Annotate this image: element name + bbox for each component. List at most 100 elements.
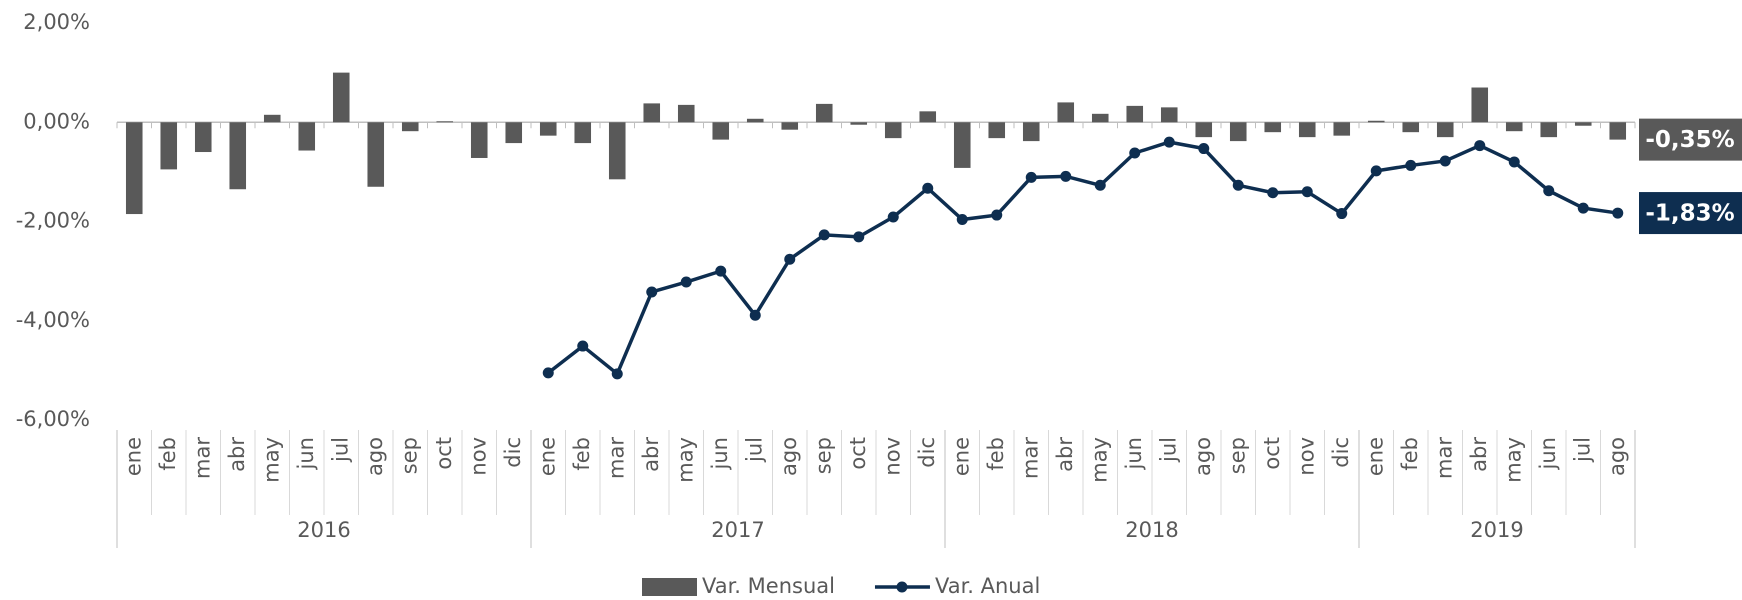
x-tick-label: may [259,437,283,483]
bar [953,122,971,168]
point [853,231,865,243]
legend-swatch [896,581,908,593]
x-tick-label: abr [1467,437,1491,472]
x-tick-label: abr [639,437,663,472]
bar [712,122,730,140]
bar [850,122,868,125]
end-label-box [1639,192,1742,235]
x-tick-label: jul [742,437,766,463]
point [991,209,1003,221]
x-tick-label: may [673,437,697,483]
x-tick-label: sep [811,437,835,474]
x-tick-label: ene [1363,437,1387,476]
bar [332,72,350,123]
bar [1195,122,1213,138]
x-tick-label: mar [1018,437,1042,479]
point [1163,136,1175,148]
bar [1057,102,1075,123]
bar [1229,122,1247,142]
x-tick-label: abr [225,437,249,472]
bar [988,122,1006,139]
bar [1298,122,1316,138]
x-tick-label: oct [846,437,870,470]
bar [1609,122,1627,140]
bar [1022,122,1040,142]
x-tick-label: ene [121,437,145,476]
x-tick-label: sep [1225,437,1249,474]
bar [1471,87,1489,123]
x-tick-label: jun [708,437,732,470]
point [1439,155,1451,167]
bar [367,122,385,187]
point [887,211,899,223]
y-tick-label: 0,00% [23,109,90,133]
bar [1574,122,1592,126]
legend-label: Var. Anual [935,574,1040,598]
point [1612,207,1624,219]
point [542,367,554,379]
bar [884,122,902,139]
bar [1367,120,1385,123]
bar [539,122,557,136]
x-tick-label: may [1501,437,1525,483]
bar [505,122,523,144]
point [1301,186,1313,198]
x-tick-label: nov [880,437,904,476]
bar [608,122,626,180]
x-tick-label: jul [328,437,352,463]
point [1025,171,1037,183]
x-tick-label: sep [397,437,421,474]
point [1370,165,1382,177]
bar [436,121,454,123]
bar [1126,105,1144,123]
point [1060,170,1072,182]
y-tick-label: -2,00% [16,209,90,233]
x-tick-label: ago [1605,437,1629,476]
x-tick-label: abr [1053,437,1077,472]
y-tick-label: -4,00% [16,308,90,332]
point [1508,156,1520,168]
x-tick-label: dic [501,437,525,468]
x-tick-label: nov [466,437,490,476]
bar [919,111,937,123]
bar [643,103,661,123]
bar [160,122,178,170]
x-tick-label: jun [1536,437,1560,470]
bar [815,103,833,123]
bar [1505,122,1523,132]
x-tick-label: ago [777,437,801,476]
x-tick-label: jul [1570,437,1594,463]
x-tick-label: ene [949,437,973,476]
point [749,309,761,321]
x-tick-label: dic [1329,437,1353,468]
point [1129,147,1141,159]
point [1232,179,1244,191]
end-label: -1,83% [1645,201,1734,227]
bar [746,118,764,123]
year-label: 2018 [1125,518,1178,542]
bar [194,122,212,153]
bar [1091,113,1109,123]
point [1577,202,1589,214]
year-label: 2016 [297,518,350,542]
x-tick-label: ene [535,437,559,476]
x-tick-label: ago [1191,437,1215,476]
point [1267,187,1279,199]
bar [125,122,143,215]
bar [401,122,419,132]
point [646,286,658,298]
bar [677,104,695,123]
year-label: 2017 [711,518,764,542]
x-tick-label: feb [570,437,594,471]
year-label: 2019 [1470,518,1523,542]
point [1543,185,1555,197]
bar [1402,122,1420,133]
x-tick-label: dic [915,437,939,468]
legend-label: Var. Mensual [702,574,835,598]
x-tick-label: mar [604,437,628,479]
bar [1540,122,1558,138]
bar [1436,122,1454,138]
point [1198,143,1210,155]
bar [1264,122,1282,133]
